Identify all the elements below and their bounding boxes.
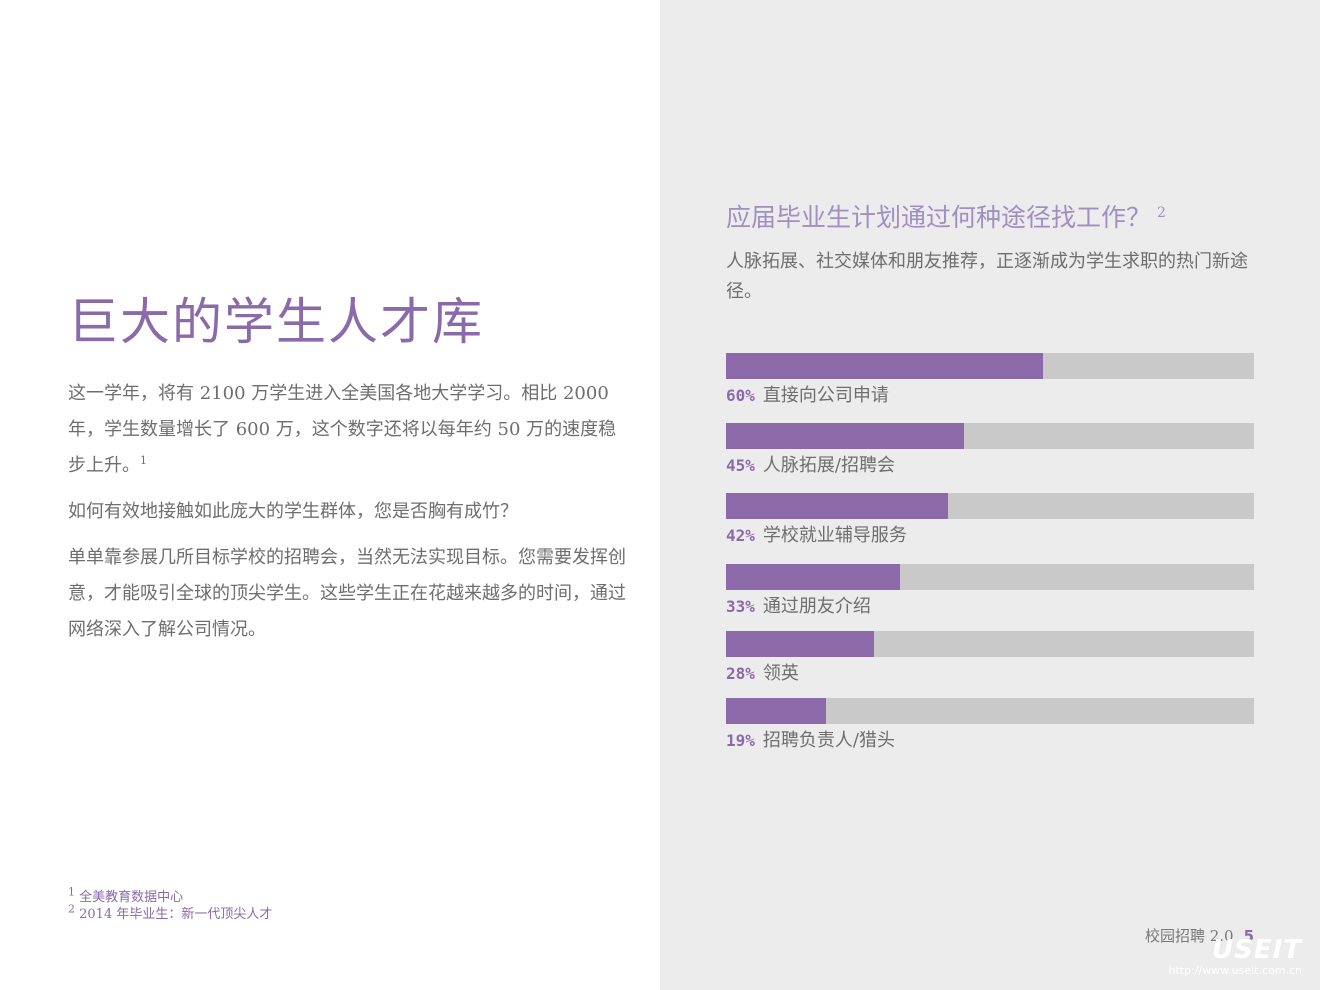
bar-category-label: 招聘负责人/猎头 — [762, 730, 895, 751]
bar — [726, 564, 900, 590]
bar-value-label: 42% — [726, 526, 755, 545]
footnote-text: 2014 年毕业生：新一代顶尖人才 — [79, 907, 273, 922]
watermark-url: http://www.useit.com.cn — [1168, 964, 1302, 977]
bar-category-label: 通过朋友介绍 — [762, 596, 871, 617]
bar-row: 60% 直接向公司申请 — [726, 353, 1254, 408]
page-footer: 校园招聘 2.0 5 — [1145, 925, 1254, 946]
bar-label: 45% 人脉拓展/招聘会 — [726, 454, 1254, 478]
bar-value-label: 33% — [726, 597, 755, 616]
bar-value-label: 28% — [726, 664, 755, 683]
bar — [726, 423, 964, 449]
bar-label: 28% 领英 — [726, 662, 1254, 686]
paragraph-text: 这一学年，将有 2100 万学生进入全美国各地大学学习。相比 2000 年，学生… — [68, 383, 617, 476]
body-paragraph-1: 这一学年，将有 2100 万学生进入全美国各地大学学习。相比 2000 年，学生… — [68, 376, 628, 484]
bar-label: 42% 学校就业辅导服务 — [726, 524, 1254, 548]
bar-row: 19% 招聘负责人/猎头 — [726, 698, 1254, 753]
footnotes: 1 全美教育数据中心 2 2014 年毕业生：新一代顶尖人才 — [68, 885, 273, 923]
bar-row: 28% 领英 — [726, 631, 1254, 686]
bar — [726, 631, 874, 657]
bar-value-label: 19% — [726, 731, 755, 750]
body-paragraph-3: 单单靠参展几所目标学校的招聘会，当然无法实现目标。您需要发挥创意，才能吸引全球的… — [68, 540, 628, 648]
bar — [726, 353, 1043, 379]
watermark: USEIT http://www.useit.com.cn — [1168, 936, 1302, 977]
bar-category-label: 领英 — [762, 663, 799, 684]
bar-track — [726, 423, 1254, 449]
paragraph-text: 单单靠参展几所目标学校的招聘会，当然无法实现目标。您需要发挥创意，才能吸引全球的… — [68, 547, 626, 640]
bar-label: 19% 招聘负责人/猎头 — [726, 729, 1254, 753]
chart-title-text: 应届毕业生计划通过何种途径找工作？ — [726, 203, 1152, 232]
bar-track — [726, 564, 1254, 590]
bar-row: 45% 人脉拓展/招聘会 — [726, 423, 1254, 478]
bar-value-label: 45% — [726, 456, 755, 475]
bar-label: 60% 直接向公司申请 — [726, 384, 1254, 408]
footnote-ref: 1 — [140, 454, 147, 467]
footer-label: 校园招聘 2.0 — [1144, 927, 1234, 945]
bar-value-label: 60% — [726, 386, 755, 405]
body-paragraph-2: 如何有效地接触如此庞大的学生群体，您是否胸有成竹？ — [68, 494, 628, 530]
paragraph-text: 如何有效地接触如此庞大的学生群体，您是否胸有成竹？ — [68, 501, 518, 522]
footnote-number: 2 — [68, 902, 75, 916]
body-text: 这一学年，将有 2100 万学生进入全美国各地大学学习。相比 2000 年，学生… — [68, 376, 628, 658]
bar — [726, 493, 948, 519]
page-number: 5 — [1243, 927, 1254, 945]
footnote-text: 全美教育数据中心 — [79, 890, 184, 905]
bar-category-label: 直接向公司申请 — [762, 385, 889, 406]
bar-track — [726, 353, 1254, 379]
bar-label: 33% 通过朋友介绍 — [726, 595, 1254, 619]
page-title: 巨大的学生人才库 — [68, 293, 484, 351]
bar-track — [726, 698, 1254, 724]
bar-track — [726, 631, 1254, 657]
bar-track — [726, 493, 1254, 519]
chart-subtitle: 人脉拓展、社交媒体和朋友推荐，正逐渐成为学生求职的热门新途径。 — [726, 251, 1248, 302]
bar-row: 33% 通过朋友介绍 — [726, 564, 1254, 619]
footnote-1: 1 全美教育数据中心 — [68, 885, 272, 906]
bar-category-label: 人脉拓展/招聘会 — [762, 455, 895, 476]
left-page: 巨大的学生人才库 这一学年，将有 2100 万学生进入全美国各地大学学习。相比 … — [68, 293, 628, 923]
footnote-number: 1 — [68, 885, 75, 899]
bar — [726, 698, 826, 724]
bar-category-label: 学校就业辅导服务 — [762, 525, 907, 546]
bar-row: 42% 学校就业辅导服务 — [726, 493, 1254, 548]
chart-title: 应届毕业生计划通过何种途径找工作？ 2 — [726, 198, 1166, 234]
chart-title-footnote-ref: 2 — [1157, 204, 1166, 221]
watermark-logo: USEIT — [1211, 935, 1302, 965]
footnote-2: 2 2014 年毕业生：新一代顶尖人才 — [68, 902, 273, 923]
